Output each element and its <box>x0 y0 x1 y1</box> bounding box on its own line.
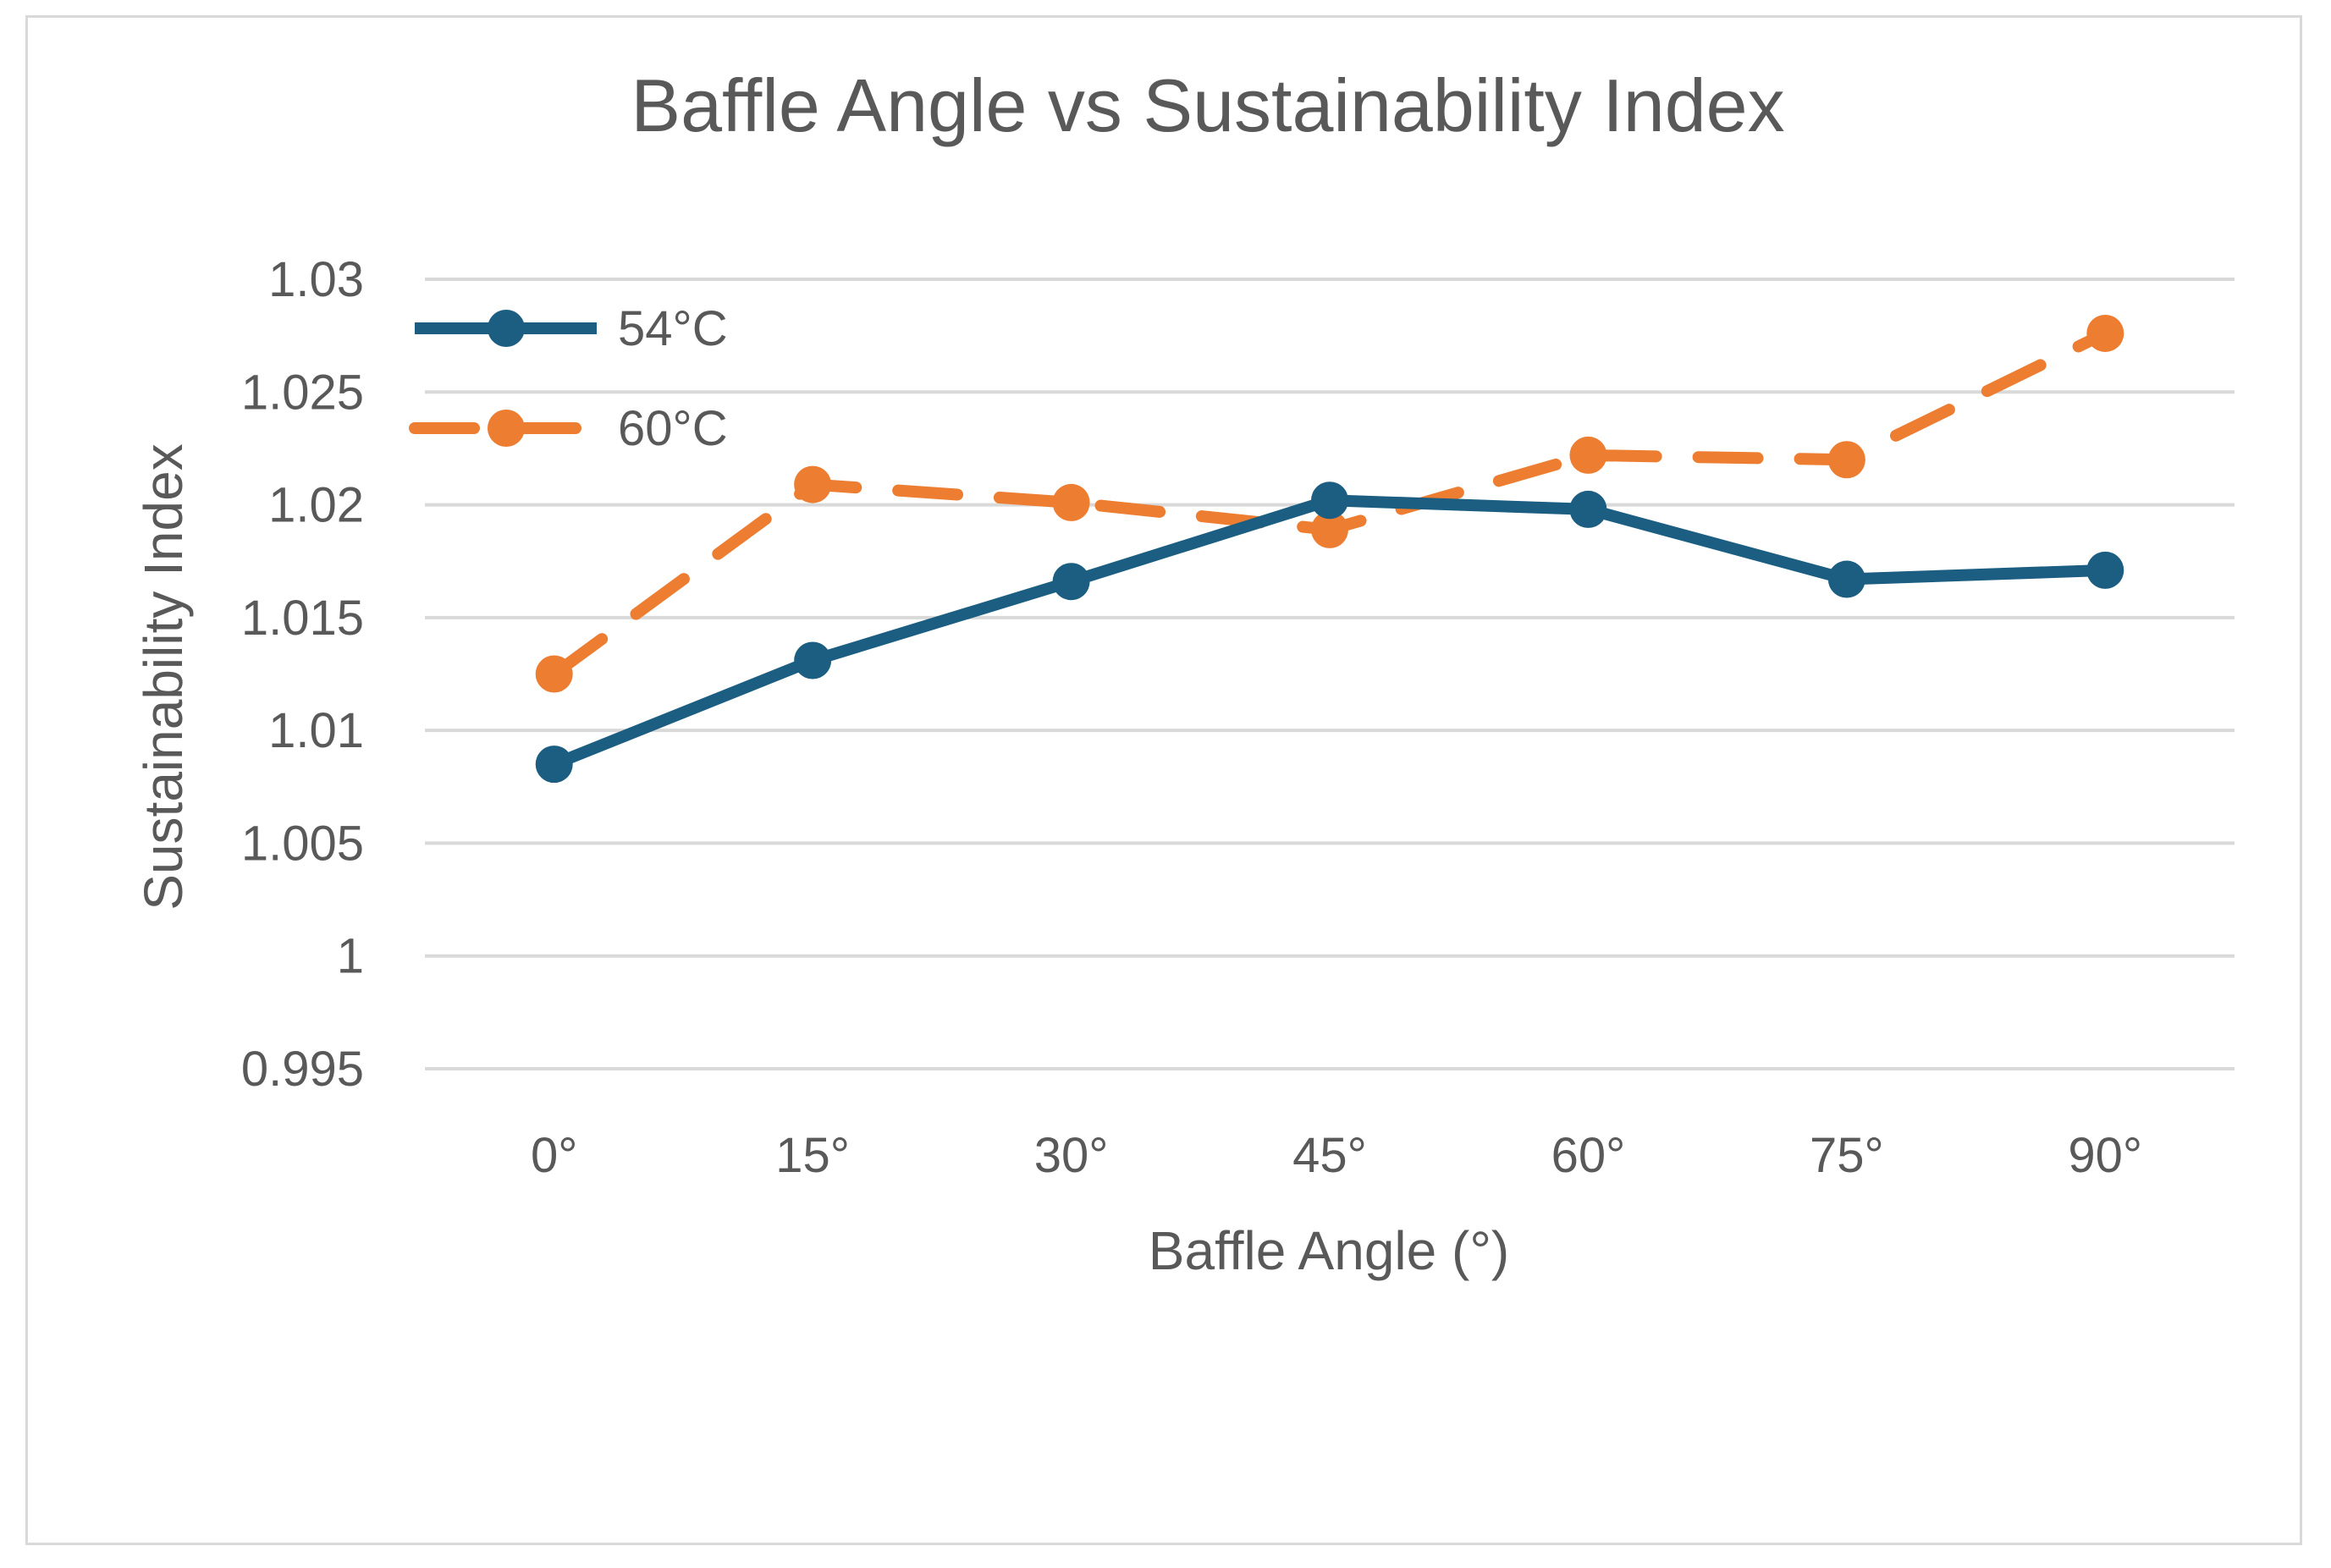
legend-label: 60°C <box>618 401 728 456</box>
legend-item: 54°C <box>415 301 728 356</box>
y-tick-label: 1 <box>337 929 364 984</box>
legend-label: 54°C <box>618 301 728 356</box>
x-tick-label: 45° <box>1292 1128 1367 1183</box>
series <box>535 314 2124 784</box>
x-tick-label: 90° <box>2068 1128 2142 1183</box>
data-point <box>535 655 573 693</box>
y-tick-label: 0.995 <box>241 1042 364 1097</box>
y-tick-label: 1.025 <box>241 365 364 420</box>
data-point <box>2086 314 2124 352</box>
x-tick-label: 60° <box>1551 1128 1626 1183</box>
y-tick-label: 1.02 <box>268 478 364 533</box>
data-point <box>2086 551 2124 589</box>
y-axis-ticks: 0.995 1 1.005 1.01 1.015 1.02 1.025 1.03 <box>241 252 364 1097</box>
chart-frame <box>25 15 2302 1545</box>
y-tick-label: 1.01 <box>268 703 364 758</box>
legend-item: 60°C <box>409 401 728 456</box>
legend-marker <box>488 410 525 447</box>
x-tick-label: 0° <box>531 1128 577 1183</box>
data-point <box>1052 563 1090 601</box>
data-point <box>794 465 832 503</box>
x-axis-title: Baffle Angle (°) <box>1149 1220 1509 1281</box>
data-point <box>1827 560 1865 598</box>
x-tick-label: 30° <box>1034 1128 1109 1183</box>
gridlines <box>425 278 2235 1070</box>
x-tick-label: 15° <box>775 1128 850 1183</box>
data-point <box>794 641 832 679</box>
data-point <box>1569 436 1607 474</box>
data-point <box>1311 481 1348 520</box>
series-1 <box>535 314 2124 693</box>
y-tick-label: 1.015 <box>241 591 364 646</box>
x-tick-label: 75° <box>1810 1128 1884 1183</box>
data-point <box>1827 441 1865 479</box>
chart-title: Baffle Angle vs Sustainability Index <box>631 63 1784 147</box>
series-0 <box>535 481 2124 784</box>
data-point <box>1052 483 1090 521</box>
data-point <box>1569 490 1607 528</box>
y-tick-label: 1.03 <box>268 252 364 307</box>
y-axis-title: Sustainability Index <box>133 443 194 910</box>
legend: 54°C 60°C <box>409 301 728 456</box>
x-axis-ticks: 0° 15° 30° 45° 60° 75° 90° <box>531 1128 2142 1183</box>
data-point <box>1311 510 1348 548</box>
legend-marker <box>488 310 525 347</box>
data-point <box>535 745 573 784</box>
y-tick-label: 1.005 <box>241 816 364 871</box>
